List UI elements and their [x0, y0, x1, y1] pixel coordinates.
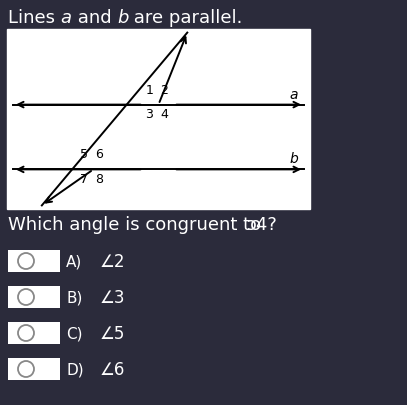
Text: Lines: Lines — [8, 9, 61, 27]
Text: 7: 7 — [80, 173, 88, 185]
Text: 6: 6 — [95, 148, 103, 161]
Text: 8: 8 — [95, 173, 103, 185]
Text: 2: 2 — [160, 83, 168, 96]
Text: 3: 3 — [145, 108, 153, 121]
Text: are parallel.: are parallel. — [129, 9, 243, 27]
Circle shape — [18, 325, 34, 341]
FancyBboxPatch shape — [8, 286, 60, 308]
Text: ∠5: ∠5 — [100, 324, 125, 342]
Text: ∠3: ∠3 — [100, 288, 125, 306]
Text: C): C) — [66, 326, 83, 341]
Text: ↄ4?: ↄ4? — [247, 215, 278, 233]
Text: A): A) — [66, 254, 82, 269]
Text: ∠6: ∠6 — [100, 360, 125, 378]
Circle shape — [18, 361, 34, 377]
Text: ∠2: ∠2 — [100, 252, 125, 270]
FancyBboxPatch shape — [8, 358, 60, 380]
Text: b: b — [289, 152, 298, 166]
FancyBboxPatch shape — [8, 250, 60, 272]
Text: b: b — [117, 9, 129, 27]
Circle shape — [18, 254, 34, 269]
FancyBboxPatch shape — [7, 30, 310, 209]
Text: and: and — [72, 9, 117, 27]
Circle shape — [18, 289, 34, 305]
Text: a: a — [61, 9, 72, 27]
Text: Which angle is congruent to: Which angle is congruent to — [8, 215, 267, 233]
Text: B): B) — [66, 290, 82, 305]
Text: D): D) — [66, 362, 83, 377]
Text: 5: 5 — [80, 148, 88, 161]
FancyBboxPatch shape — [8, 322, 60, 344]
Text: 1: 1 — [145, 83, 153, 96]
Text: a: a — [289, 87, 298, 101]
Text: 4: 4 — [160, 108, 168, 121]
